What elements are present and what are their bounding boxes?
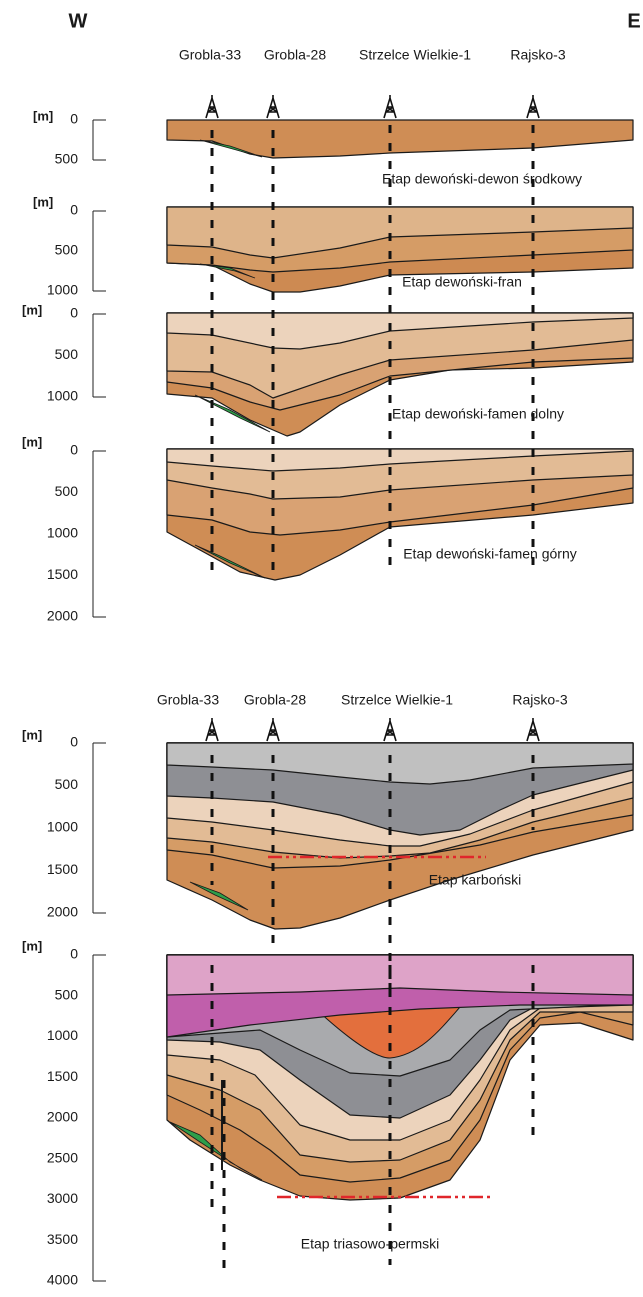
stage-label: Etap triasowo-permski bbox=[301, 1236, 440, 1252]
rock-layer bbox=[166, 312, 634, 350]
well-label: Grobla-28 bbox=[264, 47, 326, 63]
derrick-icon bbox=[266, 95, 280, 119]
green-lens bbox=[194, 394, 271, 433]
depth-tick-label: 0 bbox=[70, 202, 78, 218]
east-label: E bbox=[627, 10, 640, 32]
depth-tick-label: 0 bbox=[70, 946, 78, 962]
depth-tick-label: 500 bbox=[55, 483, 79, 499]
well-label: Strzelce Wielkie-1 bbox=[341, 692, 453, 708]
depth-unit: [m] bbox=[22, 434, 42, 449]
rock-layer bbox=[166, 119, 634, 159]
west-label: W bbox=[69, 10, 88, 32]
depth-tick-label: 500 bbox=[55, 151, 79, 167]
stage-label: Etap karboński bbox=[429, 872, 522, 888]
depth-tick-label: 4000 bbox=[47, 1272, 78, 1288]
depth-unit: [m] bbox=[22, 302, 42, 317]
well-label: Rajsko-3 bbox=[512, 692, 567, 708]
well-label: Grobla-33 bbox=[179, 47, 241, 63]
depth-tick-label: 1000 bbox=[47, 819, 78, 835]
depth-unit: [m] bbox=[33, 194, 53, 209]
derrick-icon bbox=[205, 95, 219, 119]
depth-tick-label: 500 bbox=[55, 986, 79, 1002]
depth-tick-label: 500 bbox=[55, 242, 79, 258]
green-lens bbox=[199, 263, 256, 279]
depth-tick-label: 500 bbox=[55, 776, 79, 792]
derrick-icon bbox=[526, 718, 540, 742]
stage-label: Etap dewoński-dewon środkowy bbox=[382, 171, 582, 187]
rock-layer bbox=[166, 742, 634, 785]
depth-unit: [m] bbox=[22, 938, 42, 953]
depth-tick-label: 3000 bbox=[47, 1190, 78, 1206]
rock-layer bbox=[166, 954, 634, 996]
depth-tick-label: 2000 bbox=[47, 1109, 78, 1125]
depth-tick-label: 1000 bbox=[47, 388, 78, 404]
stage-label: Etap dewoński-fran bbox=[402, 274, 522, 290]
derrick-icon bbox=[526, 95, 540, 119]
well-label: Rajsko-3 bbox=[510, 47, 565, 63]
depth-tick-label: 500 bbox=[55, 346, 79, 362]
stage-label: Etap dewoński-famen dolny bbox=[392, 406, 564, 422]
depth-tick-label: 2000 bbox=[47, 904, 78, 920]
depth-tick-label: 0 bbox=[70, 442, 78, 458]
depth-tick-label: 3500 bbox=[47, 1231, 78, 1247]
depth-tick-label: 0 bbox=[70, 734, 78, 750]
rock-layer bbox=[166, 448, 634, 472]
derrick-icon bbox=[383, 718, 397, 742]
depth-tick-label: 0 bbox=[70, 111, 78, 127]
derrick-icon bbox=[266, 718, 280, 742]
depth-tick-label: 1000 bbox=[47, 1027, 78, 1043]
green-lens bbox=[199, 139, 263, 158]
well-label: Strzelce Wielkie-1 bbox=[359, 47, 471, 63]
rock-layer bbox=[166, 206, 634, 259]
derrick-icon bbox=[383, 95, 397, 119]
well-label: Grobla-28 bbox=[244, 692, 306, 708]
depth-tick-label: 1000 bbox=[47, 525, 78, 541]
green-lens bbox=[189, 881, 249, 911]
depth-tick-label: 1500 bbox=[47, 861, 78, 877]
depth-unit: [m] bbox=[22, 727, 42, 742]
depth-unit: [m] bbox=[33, 108, 53, 123]
green-lens bbox=[194, 544, 266, 579]
depth-tick-label: 2000 bbox=[47, 608, 78, 624]
depth-tick-label: 2500 bbox=[47, 1149, 78, 1165]
depth-tick-label: 1000 bbox=[47, 282, 78, 298]
depth-tick-label: 1500 bbox=[47, 566, 78, 582]
stage-label: Etap dewoński-famen górny bbox=[403, 546, 577, 562]
depth-tick-label: 0 bbox=[70, 305, 78, 321]
well-label: Grobla-33 bbox=[157, 692, 219, 708]
depth-tick-label: 1500 bbox=[47, 1068, 78, 1084]
derrick-icon bbox=[205, 718, 219, 742]
green-lens bbox=[169, 1121, 263, 1181]
